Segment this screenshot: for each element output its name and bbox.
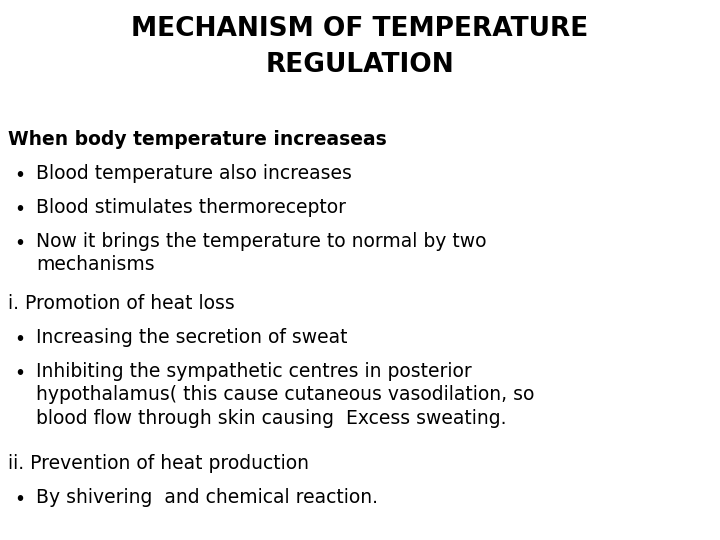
Text: •: • (14, 200, 25, 219)
Text: •: • (14, 490, 25, 509)
Text: •: • (14, 166, 25, 185)
Text: Blood temperature also increases: Blood temperature also increases (36, 164, 352, 183)
Text: By shivering  and chemical reaction.: By shivering and chemical reaction. (36, 488, 378, 507)
Text: Increasing the secretion of sweat: Increasing the secretion of sweat (36, 328, 348, 347)
Text: Now it brings the temperature to normal by two
mechanisms: Now it brings the temperature to normal … (36, 232, 487, 274)
Text: •: • (14, 330, 25, 349)
Text: Inhibiting the sympathetic centres in posterior
hypothalamus( this cause cutaneo: Inhibiting the sympathetic centres in po… (36, 362, 534, 428)
Text: When body temperature increaseas: When body temperature increaseas (8, 130, 387, 149)
Text: •: • (14, 364, 25, 383)
Text: i. Promotion of heat loss: i. Promotion of heat loss (8, 294, 235, 313)
Text: Blood stimulates thermoreceptor: Blood stimulates thermoreceptor (36, 198, 346, 217)
Text: •: • (14, 234, 25, 253)
Text: ii. Prevention of heat production: ii. Prevention of heat production (8, 454, 309, 473)
Text: MECHANISM OF TEMPERATURE
REGULATION: MECHANISM OF TEMPERATURE REGULATION (131, 16, 589, 78)
